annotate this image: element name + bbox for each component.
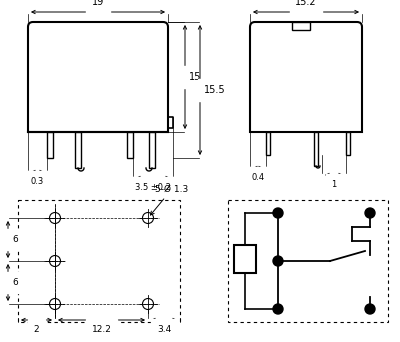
Bar <box>18 200 180 322</box>
Text: 5-Ø 1.3: 5-Ø 1.3 <box>150 185 188 215</box>
Text: 6: 6 <box>12 278 18 287</box>
PathPatch shape <box>250 22 362 132</box>
Bar <box>149 132 155 168</box>
Text: 6: 6 <box>12 235 18 244</box>
Text: 0.3: 0.3 <box>31 177 44 186</box>
Bar <box>314 132 318 166</box>
PathPatch shape <box>28 22 168 132</box>
Text: 19: 19 <box>92 0 104 7</box>
Circle shape <box>273 208 283 218</box>
Bar <box>228 200 388 322</box>
Bar <box>127 132 133 158</box>
Bar <box>292 22 310 30</box>
Text: 0.4: 0.4 <box>252 173 264 182</box>
Text: 3.4: 3.4 <box>157 325 171 334</box>
Text: 15.5: 15.5 <box>204 85 226 95</box>
Text: 3.5 ±0.2: 3.5 ±0.2 <box>135 183 171 192</box>
Bar <box>346 132 350 155</box>
Text: 15: 15 <box>189 72 201 82</box>
Text: 15.2: 15.2 <box>295 0 317 7</box>
Circle shape <box>273 304 283 314</box>
Bar <box>75 132 81 168</box>
Bar <box>234 245 256 273</box>
Circle shape <box>365 304 375 314</box>
Circle shape <box>365 208 375 218</box>
Text: 1: 1 <box>331 180 337 189</box>
Bar <box>266 132 270 155</box>
Bar <box>47 132 53 158</box>
Circle shape <box>273 256 283 266</box>
Text: 12.2: 12.2 <box>92 325 112 334</box>
Text: 2: 2 <box>34 325 39 334</box>
